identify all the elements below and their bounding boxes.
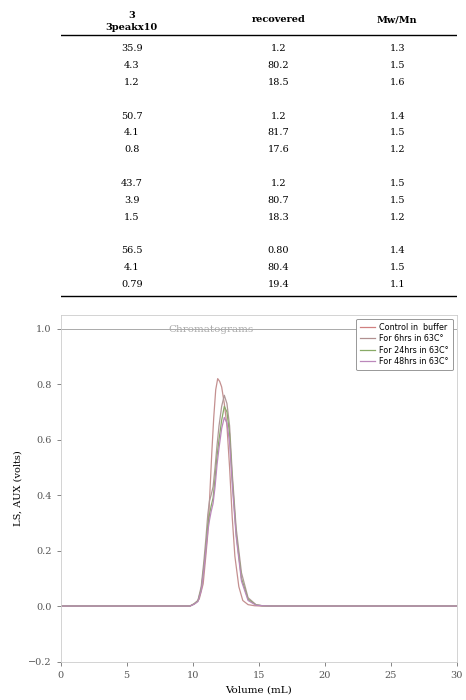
Text: 35.9: 35.9 — [121, 44, 143, 53]
Text: 3.9: 3.9 — [124, 196, 140, 205]
Text: 1.2: 1.2 — [271, 179, 286, 188]
Text: 19.4: 19.4 — [267, 280, 289, 289]
Text: 3: 3 — [129, 11, 135, 20]
Text: Chromatograms: Chromatograms — [169, 326, 254, 334]
Text: 1.5: 1.5 — [390, 196, 405, 205]
Text: 80.4: 80.4 — [267, 263, 289, 272]
Text: 1.3: 1.3 — [390, 44, 405, 53]
Text: 4.1: 4.1 — [124, 129, 140, 137]
Text: 1.5: 1.5 — [390, 129, 405, 137]
Text: Mw/Mn: Mw/Mn — [377, 15, 418, 24]
Text: 56.5: 56.5 — [121, 246, 143, 256]
Text: 1.1: 1.1 — [390, 280, 405, 289]
Text: 1.2: 1.2 — [390, 146, 405, 154]
Text: 50.7: 50.7 — [121, 112, 143, 120]
Text: 1.2: 1.2 — [271, 112, 286, 120]
Text: 80.2: 80.2 — [267, 61, 289, 70]
Text: 1.4: 1.4 — [390, 112, 405, 120]
Text: 1.2: 1.2 — [124, 78, 140, 87]
Text: 43.7: 43.7 — [121, 179, 143, 188]
Text: recovered: recovered — [252, 15, 305, 24]
Text: 1.2: 1.2 — [271, 44, 286, 53]
Text: 0.8: 0.8 — [124, 146, 139, 154]
Text: 17.6: 17.6 — [267, 146, 289, 154]
Text: 1.2: 1.2 — [390, 213, 405, 222]
Text: 0.80: 0.80 — [267, 246, 289, 256]
Text: 81.7: 81.7 — [267, 129, 289, 137]
Text: 1.4: 1.4 — [390, 246, 405, 256]
Text: 18.5: 18.5 — [267, 78, 289, 87]
Text: 80.7: 80.7 — [267, 196, 289, 205]
Text: 1.5: 1.5 — [124, 213, 140, 222]
Text: 1.5: 1.5 — [390, 61, 405, 70]
Text: 0.79: 0.79 — [121, 280, 143, 289]
Y-axis label: LS, AUX (volts): LS, AUX (volts) — [14, 450, 22, 526]
Text: 4.3: 4.3 — [124, 61, 140, 70]
Text: 18.3: 18.3 — [267, 213, 289, 222]
Text: 4.1: 4.1 — [124, 263, 140, 272]
Text: 1.6: 1.6 — [390, 78, 405, 87]
Text: 1.5: 1.5 — [390, 263, 405, 272]
X-axis label: Volume (mL): Volume (mL) — [225, 685, 292, 694]
Text: 3peakx10: 3peakx10 — [106, 22, 158, 32]
Text: 1.5: 1.5 — [390, 179, 405, 188]
Legend: Control in  buffer, For 6hrs in 63C°, For 24hrs in 63C°, For 48hrs in 63C°: Control in buffer, For 6hrs in 63C°, For… — [356, 319, 452, 370]
